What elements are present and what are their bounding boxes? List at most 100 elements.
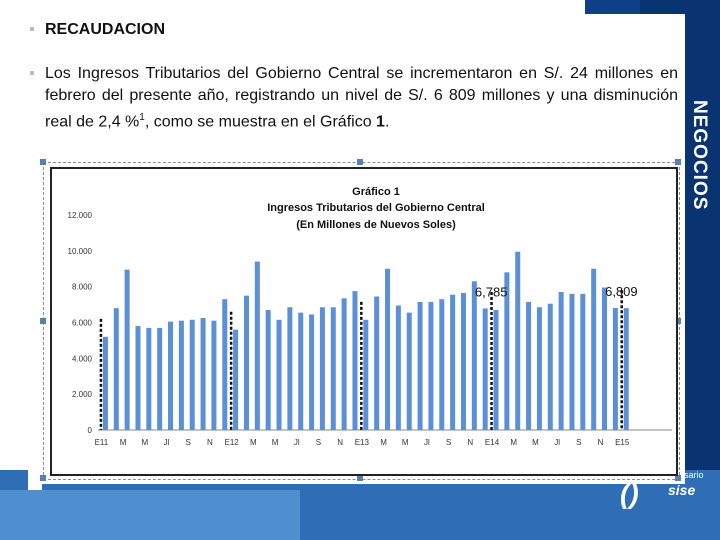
y-tick-label: 10.000 bbox=[68, 247, 93, 256]
resize-handle[interactable] bbox=[357, 475, 363, 481]
x-tick-label: Jl bbox=[424, 438, 430, 447]
resize-handle[interactable] bbox=[675, 475, 681, 481]
bar bbox=[298, 312, 304, 430]
chart-subtitle: Ingresos Tributarios del Gobierno Centra… bbox=[267, 202, 485, 214]
y-tick-label: 12.000 bbox=[68, 211, 93, 220]
bar bbox=[135, 326, 141, 430]
bar bbox=[102, 336, 108, 430]
x-tick-label: E14 bbox=[485, 438, 500, 447]
bar bbox=[113, 308, 119, 430]
bar bbox=[547, 303, 553, 430]
x-tick-label: M bbox=[272, 438, 279, 447]
data-label: 6,809 bbox=[605, 284, 638, 299]
x-tick-label: M bbox=[510, 438, 517, 447]
data-label: 6,785 bbox=[475, 284, 508, 299]
x-tick-label: N bbox=[598, 438, 604, 447]
bar bbox=[591, 268, 597, 430]
x-tick-label: N bbox=[207, 438, 213, 447]
x-tick-label: M bbox=[532, 438, 539, 447]
bar bbox=[471, 281, 477, 430]
bar bbox=[222, 299, 228, 430]
logo-mark: () bbox=[620, 478, 639, 509]
chart-title: Gráfico 1 bbox=[352, 186, 400, 198]
paragraph-end: . bbox=[384, 113, 390, 131]
x-tick-label: M bbox=[402, 438, 409, 447]
x-tick-label: N bbox=[337, 438, 343, 447]
bar bbox=[395, 305, 401, 430]
x-tick-label: N bbox=[467, 438, 473, 447]
x-tick-label: S bbox=[186, 438, 191, 447]
bar bbox=[352, 291, 358, 430]
bar bbox=[330, 307, 336, 430]
logo: sario () sise bbox=[612, 462, 716, 512]
resize-handle[interactable] bbox=[40, 318, 46, 324]
x-tick-label: M bbox=[380, 438, 387, 447]
bar bbox=[233, 329, 239, 430]
x-tick-label: E13 bbox=[355, 438, 370, 447]
y-tick-label: 8.000 bbox=[72, 283, 93, 292]
bar bbox=[374, 296, 380, 430]
footnote-mark: 1 bbox=[139, 112, 145, 123]
summary-paragraph: Los Ingresos Tributarios del Gobierno Ce… bbox=[45, 63, 678, 133]
bar bbox=[243, 295, 249, 430]
x-tick-label: Jl bbox=[554, 438, 560, 447]
bar bbox=[211, 320, 217, 430]
bar bbox=[287, 307, 293, 430]
x-tick-label: M bbox=[141, 438, 148, 447]
bar bbox=[580, 293, 586, 430]
bar bbox=[157, 327, 163, 430]
bar bbox=[146, 327, 152, 430]
bar bbox=[428, 301, 434, 430]
bar bbox=[612, 308, 618, 430]
side-word: NEGOCIOS bbox=[689, 100, 710, 211]
x-tick-label: M bbox=[250, 438, 257, 447]
resize-handle[interactable] bbox=[675, 318, 681, 324]
bar bbox=[124, 269, 130, 430]
bar bbox=[363, 319, 369, 430]
logo-word: sise bbox=[668, 482, 696, 498]
resize-handle[interactable] bbox=[40, 159, 46, 165]
bar bbox=[569, 293, 575, 430]
background-bottom-light bbox=[0, 490, 300, 540]
bar bbox=[341, 298, 347, 430]
bar bbox=[417, 301, 423, 430]
bar bbox=[450, 294, 456, 430]
resize-handle[interactable] bbox=[675, 159, 681, 165]
bar bbox=[309, 314, 315, 430]
bar bbox=[558, 292, 564, 430]
bar bbox=[439, 299, 445, 430]
chart-units-label: (En Millones de Nuevos Soles) bbox=[296, 219, 456, 231]
bar bbox=[602, 287, 608, 430]
bar bbox=[276, 319, 282, 430]
x-tick-label: Jl bbox=[164, 438, 170, 447]
resize-handle[interactable] bbox=[357, 159, 363, 165]
bar bbox=[189, 319, 195, 430]
section-heading: RECAUDACION bbox=[45, 21, 165, 38]
bar bbox=[385, 268, 391, 430]
bar bbox=[623, 308, 629, 430]
bar bbox=[406, 312, 412, 430]
bar bbox=[515, 251, 521, 430]
logo-small-text: sario bbox=[684, 470, 704, 480]
paragraph-text: Los Ingresos Tributarios del Gobierno Ce… bbox=[45, 65, 678, 131]
x-tick-label: S bbox=[576, 438, 581, 447]
paragraph-tail: , como se muestra en el Gráfico bbox=[144, 113, 377, 131]
bar bbox=[254, 261, 260, 430]
bar bbox=[482, 308, 488, 430]
bar bbox=[178, 320, 184, 430]
y-tick-label: 0 bbox=[88, 426, 93, 435]
x-tick-label: M bbox=[120, 438, 127, 447]
x-tick-label: E11 bbox=[95, 438, 109, 447]
y-tick-label: 4.000 bbox=[72, 354, 93, 363]
y-tick-label: 2.000 bbox=[72, 390, 93, 399]
bar bbox=[493, 309, 499, 430]
bar bbox=[168, 321, 174, 430]
bar bbox=[504, 272, 510, 430]
x-tick-label: S bbox=[446, 438, 451, 447]
resize-handle[interactable] bbox=[40, 475, 46, 481]
chart-reference: 1 bbox=[376, 113, 385, 131]
y-tick-label: 6.000 bbox=[72, 319, 93, 328]
bullet-icon bbox=[30, 27, 34, 31]
bar bbox=[319, 307, 325, 430]
